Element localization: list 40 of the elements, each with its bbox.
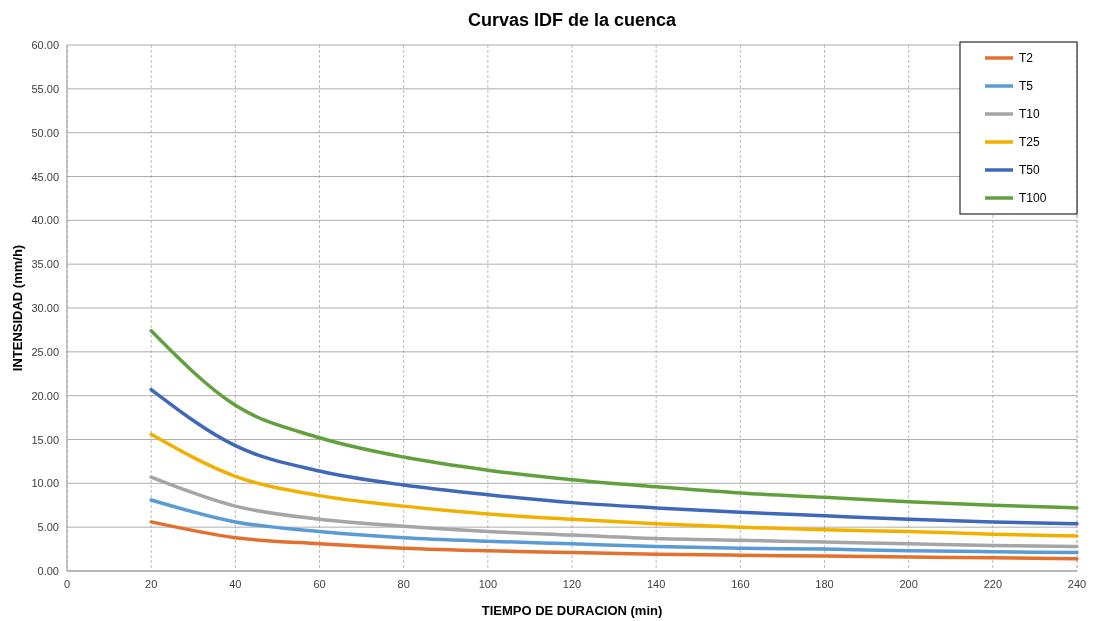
y-tick-label: 30.00 <box>31 302 59 314</box>
y-tick-label: 35.00 <box>31 258 59 271</box>
y-tick-label: 60.00 <box>31 39 59 51</box>
line-series <box>149 387 1079 526</box>
y-tick-label: 45.00 <box>31 170 59 183</box>
legend-label: T50 <box>1019 163 1040 177</box>
x-tick-label: 20 <box>145 578 158 590</box>
x-axis-title: TIEMPO DE DURACION (min) <box>481 603 663 618</box>
line-series <box>149 498 1079 555</box>
line-series <box>149 520 1079 561</box>
x-tick-label: 100 <box>478 578 498 590</box>
x-tick-label: 0 <box>63 578 71 590</box>
line-series <box>149 432 1079 538</box>
x-tick-label: 180 <box>815 578 834 590</box>
legend-label: T5 <box>1019 79 1034 93</box>
legend-label: T2 <box>1019 51 1034 65</box>
y-axis-title: INTENSIDAD (mm/h) <box>10 244 25 372</box>
x-tick-label: 120 <box>562 578 582 590</box>
y-tick-label: 40.00 <box>31 214 59 227</box>
line-series <box>149 329 1079 510</box>
y-tick-label: 55.00 <box>31 82 59 95</box>
y-tick-label: 0.00 <box>37 565 59 577</box>
y-tick-label: 15.00 <box>31 433 59 446</box>
y-tick-label: 20.00 <box>31 389 59 402</box>
x-tick-label: 160 <box>731 578 750 590</box>
legend-label: T10 <box>1019 107 1040 121</box>
y-tick-label: 10.00 <box>31 477 59 490</box>
legend-label: T100 <box>1019 191 1047 205</box>
x-tick-label: 240 <box>1067 578 1087 590</box>
legend-label: T25 <box>1019 135 1040 149</box>
x-tick-label: 140 <box>646 578 666 590</box>
x-tick-label: 40 <box>229 578 242 590</box>
x-tick-label: 220 <box>983 578 1003 590</box>
y-tick-label: 50.00 <box>31 126 59 139</box>
y-tick-label: 5.00 <box>37 521 59 534</box>
x-tick-label: 60 <box>313 578 326 590</box>
y-tick-label: 25.00 <box>31 345 59 358</box>
x-tick-label: 200 <box>899 578 918 590</box>
x-tick-label: 80 <box>397 578 410 590</box>
chart-title: Curvas IDF de la cuenca <box>467 10 678 30</box>
